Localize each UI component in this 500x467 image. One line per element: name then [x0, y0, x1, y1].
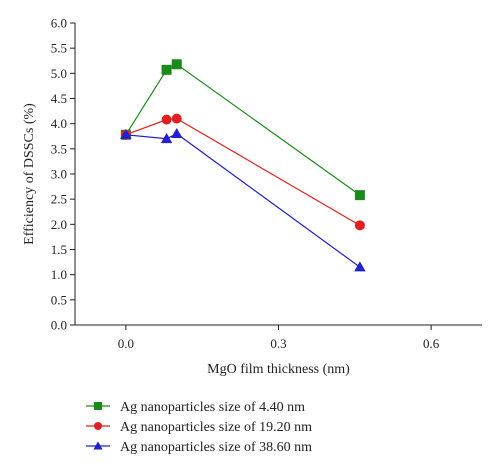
x-axis-label: MgO film thickness (nm) — [207, 362, 350, 377]
legend-marker — [93, 441, 103, 450]
y-tick-label: 0.0 — [51, 318, 67, 333]
series-2 — [120, 113, 365, 231]
series-1 — [120, 59, 365, 201]
y-tick-label: 0.5 — [51, 292, 67, 307]
y-tick-label: 3.5 — [51, 141, 67, 156]
y-tick-label: 1.5 — [51, 242, 67, 257]
y-tick-label: 2.5 — [51, 192, 67, 207]
legend-entry-1: Ag nanoparticles size of 4.40 nm — [86, 400, 305, 415]
data-point — [354, 190, 365, 201]
y-tick-label: 4.0 — [51, 116, 67, 131]
data-point — [354, 220, 365, 231]
data-point — [161, 64, 172, 75]
y-tick-label: 2.0 — [51, 217, 67, 232]
y-tick-label: 5.0 — [51, 66, 67, 81]
data-point — [161, 114, 172, 125]
series-line — [125, 133, 361, 268]
x-tick-label: 0.0 — [118, 336, 134, 351]
legend-marker — [94, 422, 102, 430]
series-3 — [120, 127, 366, 272]
y-tick-label: 5.5 — [51, 41, 67, 56]
data-point — [354, 261, 366, 272]
data-point — [160, 133, 173, 144]
legend-entry-3: Ag nanoparticles size of 38.60 nm — [86, 440, 312, 455]
data-point — [171, 59, 182, 70]
x-tick-label: 0.6 — [423, 336, 440, 351]
data-point — [171, 113, 182, 124]
x-tick-label: 0.3 — [270, 336, 286, 351]
legend-marker — [94, 402, 102, 410]
legend-entry-2: Ag nanoparticles size of 19.20 nm — [86, 420, 312, 435]
series-line — [125, 63, 361, 196]
y-axis-label: Efficiency of DSSCs (%) — [22, 103, 37, 245]
legend-label: Ag nanoparticles size of 38.60 nm — [120, 440, 312, 455]
data-point — [120, 128, 132, 140]
y-tick-label: 6.0 — [51, 16, 67, 31]
y-tick-label: 3.0 — [51, 167, 67, 182]
y-tick-label: 1.0 — [51, 267, 67, 282]
legend: Ag nanoparticles size of 4.40 nm Ag nanop… — [86, 400, 312, 455]
legend-label: Ag nanoparticles size of 19.20 nm — [120, 420, 312, 435]
y-tick-label: 4.5 — [51, 91, 67, 106]
legend-label: Ag nanoparticles size of 4.40 nm — [120, 400, 305, 415]
series-line — [125, 118, 361, 226]
plot-area: 0.0 0.5 1.0 1.5 2.0 2.5 3.0 3.5 4.0 4.5 5.0 5.5 6.0 0… — [22, 16, 482, 377]
data-point — [171, 127, 183, 139]
